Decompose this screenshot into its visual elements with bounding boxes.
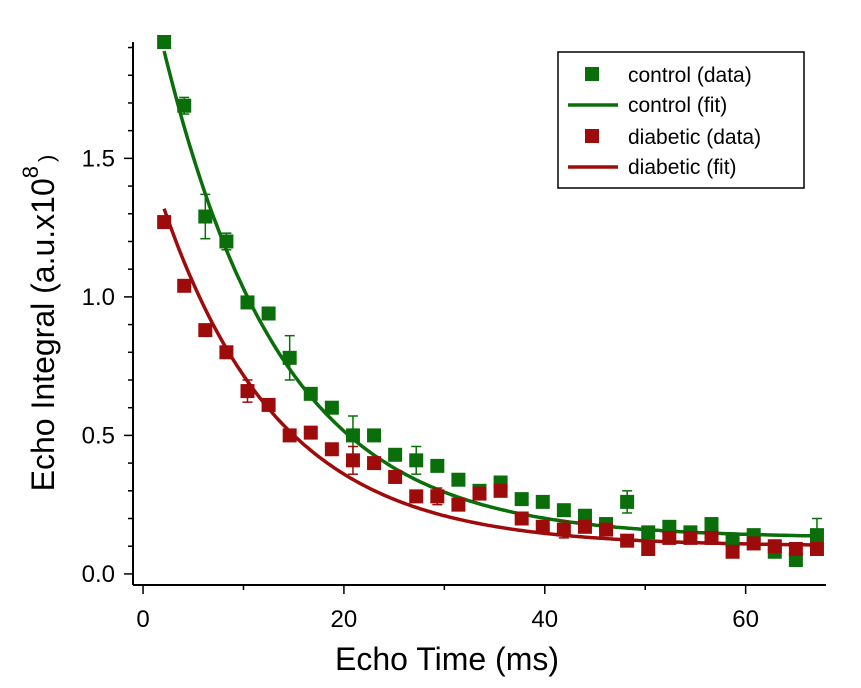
legend-diabetic-data-marker — [585, 129, 599, 143]
diabetic-data-point — [177, 278, 192, 293]
control-data-point — [409, 453, 424, 468]
diabetic-data-point — [240, 384, 255, 399]
diabetic-data-point — [493, 483, 508, 498]
control-data-point — [514, 492, 529, 507]
diabetic-data-point — [514, 511, 529, 526]
control-data-point — [725, 533, 740, 548]
diabetic-data-point — [367, 456, 382, 471]
control-data-point — [324, 400, 339, 415]
y-tick-label: 0.0 — [82, 561, 115, 588]
diabetic-data-point — [641, 541, 656, 556]
y-tick-label: 1.5 — [82, 145, 115, 172]
y-tick-label: 1.0 — [82, 284, 115, 311]
legend-control-fit-label: control (fit) — [628, 94, 727, 117]
diabetic-data-point — [409, 489, 424, 504]
control-data-point — [809, 528, 824, 543]
control-data-point — [261, 306, 276, 321]
control-data-point — [303, 386, 318, 401]
x-tick-label: 60 — [732, 606, 759, 633]
diabetic-data-point — [788, 541, 803, 556]
diabetic-data-point — [345, 453, 360, 468]
diabetic-data-point — [324, 442, 339, 457]
x-tick-label: 0 — [136, 606, 149, 633]
y-ticks: 0.0 0.5 1.0 1.5 — [82, 46, 133, 588]
control-data-point — [577, 508, 592, 523]
diabetic-data-point — [683, 530, 698, 545]
diabetic-data-point — [556, 522, 571, 537]
diabetic-data-point — [535, 519, 550, 534]
y-axis-label-exponent: 8 — [18, 166, 43, 178]
control-data-point — [219, 234, 234, 249]
diabetic-data-point — [198, 323, 213, 338]
control-data-point — [282, 350, 297, 365]
control-data-point — [430, 458, 445, 473]
diabetic-data-point — [662, 530, 677, 545]
control-data-point — [451, 472, 466, 487]
x-tick-label: 20 — [331, 606, 358, 633]
control-data-point — [704, 517, 719, 532]
control-data-point — [345, 428, 360, 443]
diabetic-data-point — [577, 519, 592, 534]
diabetic-data-point — [599, 522, 614, 537]
x-tick-label: 40 — [531, 606, 558, 633]
diabetic-data-point — [388, 469, 403, 484]
diabetic-data-point — [704, 530, 719, 545]
diabetic-data-point — [746, 536, 761, 551]
legend-diabetic-data-label: diabetic (data) — [628, 126, 761, 149]
diabetic-data-point — [157, 215, 172, 230]
control-data-point — [535, 494, 550, 509]
x-ticks: 0 20 40 60 — [136, 585, 759, 633]
y-axis-label-close: ) — [34, 155, 59, 162]
control-data-point — [620, 494, 635, 509]
control-data-point — [198, 209, 213, 224]
legend: control (data) control (fit) diabetic (d… — [557, 51, 805, 189]
diabetic-data-point — [472, 486, 487, 501]
diabetic-data-point — [767, 539, 782, 554]
control-data-point — [641, 525, 656, 540]
diabetic-data-point — [430, 489, 445, 504]
legend-diabetic-fit-label: diabetic (fit) — [628, 156, 737, 179]
y-axis-label-group: Echo Integral (a.u.x108) — [18, 155, 61, 492]
control-data-point — [662, 519, 677, 534]
axes — [132, 42, 826, 586]
diabetic-data-point — [282, 428, 297, 443]
y-axis-label: Echo Integral (a.u.x108) — [18, 155, 61, 492]
control-data-point — [157, 35, 172, 49]
diabetic-data-point — [725, 544, 740, 559]
diabetic-data-point — [809, 541, 824, 556]
y-tick-label: 0.5 — [82, 422, 115, 449]
diabetic-data-point — [620, 533, 635, 548]
legend-control-data-label: control (data) — [628, 64, 752, 87]
control-data-point — [556, 503, 571, 518]
control-data-point — [177, 98, 192, 113]
legend-control-data-marker — [585, 67, 599, 81]
diabetic-data-point — [261, 397, 276, 412]
x-axis-label: Echo Time (ms) — [335, 641, 559, 677]
control-data-point — [788, 553, 803, 568]
diabetic-data-point — [451, 497, 466, 512]
y-axis-label-main: Echo Integral (a.u.x10 — [25, 178, 61, 491]
diabetic-data-point — [219, 345, 234, 360]
control-data-point — [367, 428, 382, 443]
diabetic-fit-line — [162, 208, 818, 547]
control-data-point — [240, 295, 255, 310]
data-points — [157, 35, 824, 568]
control-data-point — [388, 447, 403, 462]
diabetic-data-point — [303, 425, 318, 440]
